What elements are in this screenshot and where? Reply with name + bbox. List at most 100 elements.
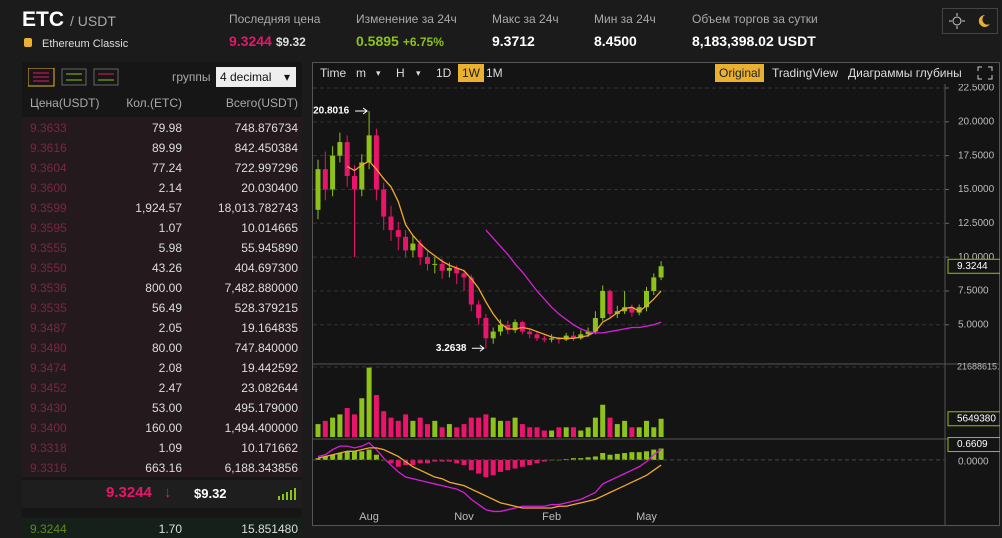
view-button[interactable]: TradingView	[772, 66, 839, 80]
total: 18,013.782743	[217, 201, 298, 215]
amount: 160.00	[145, 421, 182, 435]
candle-body	[592, 318, 598, 332]
max-arrow	[355, 107, 368, 115]
volume-bar	[395, 420, 401, 437]
y-tick-label: 20.0000	[958, 116, 995, 127]
interval-button[interactable]: 1D	[436, 66, 452, 80]
macd-bar	[658, 448, 664, 460]
column-headers: Цена(USDT) Кол.(ETC) Всего(USDT)	[22, 92, 302, 112]
stat: Объем торгов за сутки 8,183,398.02 USDT	[692, 12, 818, 49]
volume-max-label: 21688615.9	[957, 361, 1000, 371]
volume-bar	[417, 417, 423, 437]
column-header: Кол.(ETC)	[126, 96, 182, 110]
interval-button[interactable]: 1W	[458, 64, 484, 82]
price: 9.3487	[30, 321, 67, 335]
macd-bar	[352, 451, 357, 460]
last-price-arrow: ↓	[164, 484, 172, 501]
candle-body	[461, 273, 467, 278]
volume-bar	[614, 424, 620, 437]
ask-row: 9.3536 800.00 7,482.880000	[22, 277, 302, 297]
candle-body	[476, 304, 482, 319]
min-label: 3.2638	[436, 343, 467, 354]
dropdown-arrow: ▾	[376, 68, 381, 78]
amount: 80.00	[151, 341, 182, 355]
macd-bar	[468, 459, 474, 471]
volume-bar	[432, 420, 438, 437]
candle-body	[366, 135, 372, 163]
macd-bar	[622, 453, 628, 460]
candle-body	[388, 216, 394, 231]
stat-value: 0.5895 +6.75%	[356, 33, 444, 49]
candle-body	[556, 338, 562, 340]
macd-bar	[527, 459, 533, 466]
stat-label: Объем торгов за сутки	[692, 12, 818, 26]
amount: 1.09	[158, 441, 182, 455]
candlestick-chart: 22.5000 20.0000 17.5000 15.0000 12.5000 10.00…	[313, 84, 1000, 525]
volume-bar	[344, 407, 350, 437]
coin-name: Ethereum Classic	[42, 38, 129, 50]
volume-bar	[556, 427, 562, 437]
ask-row: 9.3633 79.98 748.876734	[22, 117, 302, 137]
total: 748.876734	[234, 121, 298, 135]
group-select[interactable]: 4 decimal ▾	[216, 67, 296, 87]
y-tick-label: 12.5000	[958, 218, 995, 229]
macd-bar	[425, 459, 430, 464]
ask-row: 9.3616 89.99 842.450384	[22, 137, 302, 157]
macd-bar	[359, 451, 365, 460]
macd-bar	[534, 459, 540, 464]
macd-last-label-box	[947, 437, 1000, 453]
macd-bar	[315, 458, 321, 460]
price: 9.3599	[30, 201, 67, 215]
stat-sub: +6.75%	[402, 35, 444, 49]
volume-last-label-box	[947, 411, 1000, 427]
view-icons[interactable]	[28, 68, 124, 88]
ask-row: 9.3487 2.05 19.164835	[22, 317, 302, 337]
interval-button[interactable]: Time	[320, 66, 347, 80]
price: 9.3555	[30, 241, 67, 255]
volume-bar	[461, 424, 467, 437]
last-price-usd: $9.32	[194, 486, 227, 501]
stat-value: 8.4500	[594, 33, 637, 49]
amount: 53.00	[151, 401, 182, 415]
column-header: Всего(USDT)	[225, 96, 298, 110]
theme-icons	[949, 13, 990, 29]
amount: 2.47	[158, 381, 182, 395]
macd-bar	[519, 459, 525, 467]
price: 9.3474	[30, 361, 67, 375]
interval-button[interactable]: H	[396, 66, 405, 80]
volume-bar	[498, 420, 503, 437]
macd-bar	[417, 459, 423, 464]
total: 10.014665	[241, 221, 298, 235]
amount: 1,924.57	[135, 201, 182, 215]
moving-average	[485, 229, 662, 334]
chart-frame	[312, 62, 1000, 526]
macd-bar	[454, 459, 460, 464]
view-button[interactable]: Диаграммы глубины	[848, 66, 962, 80]
volume-bar	[468, 417, 474, 437]
fullscreen-icon[interactable]	[975, 64, 995, 82]
candle-body	[600, 290, 606, 319]
interval-button[interactable]: m	[356, 66, 366, 80]
theme-toggle[interactable]	[942, 8, 998, 34]
amount: 77.24	[151, 161, 182, 175]
y-tick-label: 17.5000	[958, 150, 995, 161]
volume-bar	[352, 414, 357, 437]
macd-bar	[476, 459, 482, 474]
candle-body	[607, 290, 613, 314]
macd-bar	[330, 454, 336, 460]
ask-row: 9.3318 1.09 10.171662	[22, 437, 302, 457]
amount: 5.98	[158, 241, 182, 255]
last-price: 9.3244	[106, 484, 152, 501]
macd-bar	[395, 459, 401, 467]
volume-bar	[651, 427, 657, 437]
interval-button[interactable]: 1M	[486, 66, 503, 80]
volume-bar	[549, 430, 555, 437]
volume-last-label: 5649380	[957, 413, 996, 424]
candle-body	[446, 267, 452, 271]
candle-body	[468, 277, 474, 305]
view-button[interactable]: Original	[715, 64, 765, 82]
volume-bar	[592, 417, 598, 437]
candle-body	[352, 175, 357, 190]
volume-bar	[381, 411, 387, 437]
volume-bar	[366, 367, 372, 437]
